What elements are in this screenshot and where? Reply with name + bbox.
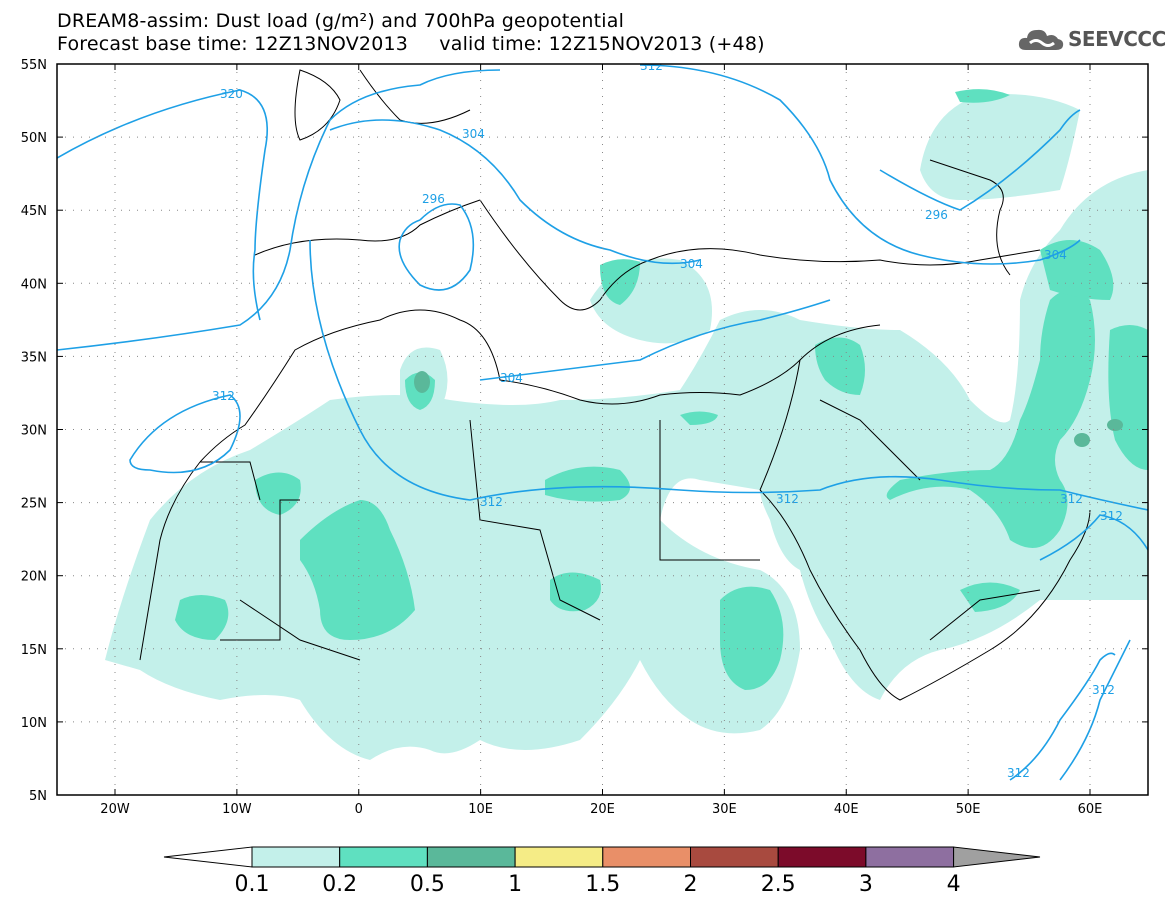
lat-label: 50N	[21, 131, 47, 146]
lat-label: 10N	[21, 716, 47, 731]
lat-label: 30N	[21, 424, 47, 439]
contour-label: 312	[1100, 509, 1123, 523]
colorbar-swatch	[690, 846, 779, 868]
contour-label: 320	[220, 87, 243, 101]
geopotential-contours	[57, 64, 1148, 781]
lat-label: 40N	[21, 277, 47, 292]
contour-label: 304	[462, 127, 485, 141]
lon-label: 60E	[1078, 802, 1103, 817]
chart-subtitle: Forecast base time: 12Z13NOV2013 valid t…	[57, 33, 765, 55]
lon-label: 40E	[834, 802, 859, 817]
contour-label: 296	[925, 208, 948, 222]
dust-heavy-areas	[414, 371, 1123, 447]
lon-label: 20E	[590, 802, 615, 817]
contour-label: 312	[1092, 683, 1115, 697]
colorbar-tick-label: 0.2	[322, 872, 357, 897]
colorbar: 0.1 0.2 0.5 1 1.5 2 2.5 3 4	[163, 846, 1041, 897]
logo-text: SEEVCCC	[1068, 27, 1165, 51]
colorbar-tick-label: 4	[947, 872, 961, 897]
colorbar-swatch	[602, 846, 691, 868]
lat-label: 15N	[21, 643, 47, 658]
colorbar-swatch	[865, 846, 955, 868]
colorbar-over-arrow	[953, 846, 1041, 868]
seevccc-logo: SEEVCCC	[1018, 26, 1165, 52]
cloud-icon	[1018, 29, 1064, 50]
contour-label: 312	[480, 495, 503, 509]
lon-label: 20W	[100, 802, 130, 817]
lat-label: 35N	[21, 350, 47, 365]
contour-label: 312	[776, 492, 799, 506]
colorbar-tick-label: 0.1	[235, 872, 270, 897]
lat-label: 5N	[29, 789, 47, 804]
contour-label: 296	[422, 192, 445, 206]
lon-label: 30E	[712, 802, 737, 817]
lat-label: 55N	[21, 58, 47, 73]
contour-label: 304	[680, 257, 703, 271]
lon-axis: 20W 10W 0 10E 20E 30E 40E 50E 60E	[100, 802, 1102, 817]
colorbar-tick-label: 1	[508, 872, 522, 897]
colorbar-swatch	[339, 846, 428, 868]
lat-label: 45N	[21, 204, 47, 219]
colorbar-tick-label: 2.5	[761, 872, 796, 897]
lat-axis: 55N 50N 45N 40N 35N 30N 25N 20N 15N 10N 5N	[21, 58, 47, 804]
lon-label: 50E	[956, 802, 981, 817]
contour-labels: 320 304 296 304 304 312 312 312 312 296 …	[212, 59, 1123, 780]
colorbar-swatch	[777, 846, 867, 868]
coastlines	[139, 69, 1091, 701]
axis-ticks	[57, 63, 1148, 796]
lat-label: 25N	[21, 497, 47, 512]
dust-medium-areas	[175, 89, 1148, 690]
colorbar-swatch	[251, 846, 341, 868]
colorbar-tick-label: 1.5	[585, 872, 620, 897]
contour-label: 312	[640, 59, 663, 73]
contour-label: 304	[500, 371, 523, 385]
chart-title: DREAM8-assim: Dust load (g/m²) and 700hP…	[57, 10, 625, 32]
lon-label: 0	[355, 802, 363, 817]
lat-label: 20N	[21, 570, 47, 585]
colorbar-swatch	[426, 846, 516, 868]
contour-label: 312	[1007, 766, 1030, 780]
contour-label: 304	[1044, 248, 1067, 262]
contour-label: 312	[1060, 492, 1083, 506]
colorbar-under-arrow	[163, 846, 253, 868]
colorbar-tick-label: 3	[859, 872, 873, 897]
contour-label: 312	[212, 389, 235, 403]
lon-label: 10E	[468, 802, 493, 817]
colorbar-tick-label: 0.5	[410, 872, 445, 897]
colorbar-swatch	[514, 846, 604, 868]
colorbar-tick-label: 2	[684, 872, 698, 897]
lon-label: 10W	[222, 802, 252, 817]
